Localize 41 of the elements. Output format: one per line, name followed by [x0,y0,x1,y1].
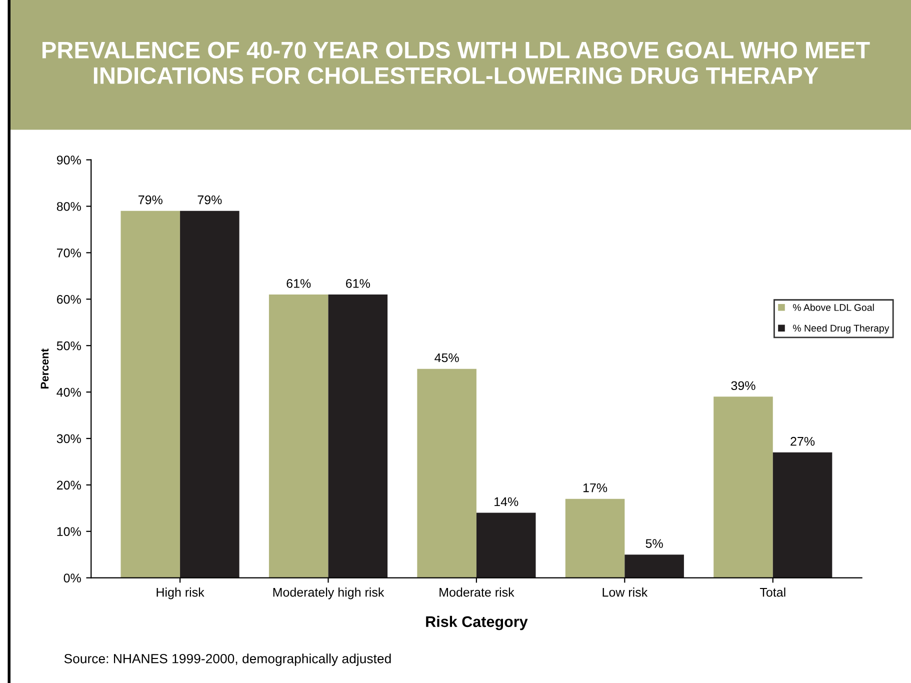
data-label: 5% [646,539,663,548]
bar [624,554,684,578]
data-label: 39% [731,381,756,390]
bar [268,294,328,578]
y-tick-label: 10% [57,527,81,536]
x-tick-label: High risk [156,588,204,600]
legend-label: % Need Drug Therapy [793,324,890,334]
y-tick-label: 70% [57,248,81,258]
y-tick-label: 80% [56,202,81,211]
y-tick-label: 50% [56,341,81,350]
data-label: 45% [434,353,459,362]
x-tick-label: Moderate risk [440,588,514,597]
data-label: 79% [138,195,162,204]
legend-label: % Above LDL Goal [793,304,874,311]
data-label: 79% [198,195,222,204]
bar [565,498,625,578]
chart-title: PREVALENCE OF 40-70 YEAR OLDS WITH LDL ABOVE GOAL WHO MEET INDICATIONS FOR CHOLESTEROL-LOWERING DRUG THERAPY [42,42,870,84]
y-tick-label: 90% [56,156,81,164]
source-note: Source: NHANES 1999-2000, demographically adjusted [64,654,391,666]
data-label: 27% [790,436,815,446]
bar [328,294,388,578]
bar [476,512,536,578]
y-tick-label: 40% [56,388,81,397]
data-label: 61% [286,279,311,288]
y-tick-label: 30% [56,434,81,444]
y-tick-label: 60% [56,294,81,304]
bar [772,452,832,578]
x-tick-label: Low risk [602,588,648,597]
bar [714,396,773,578]
y-tick-label: 0% [64,574,81,582]
x-tick-label: Total [760,588,786,597]
bar [180,210,240,578]
data-label: 17% [583,483,608,492]
y-axis-title: Percent [40,348,49,388]
data-label: 61% [346,279,370,288]
bar [417,368,476,578]
x-tick-label: Moderately high risk [273,588,384,600]
x-axis-title: Risk Category [426,616,528,630]
y-tick-label: 20% [56,480,81,490]
bar [120,210,180,578]
data-label: 14% [494,497,518,506]
